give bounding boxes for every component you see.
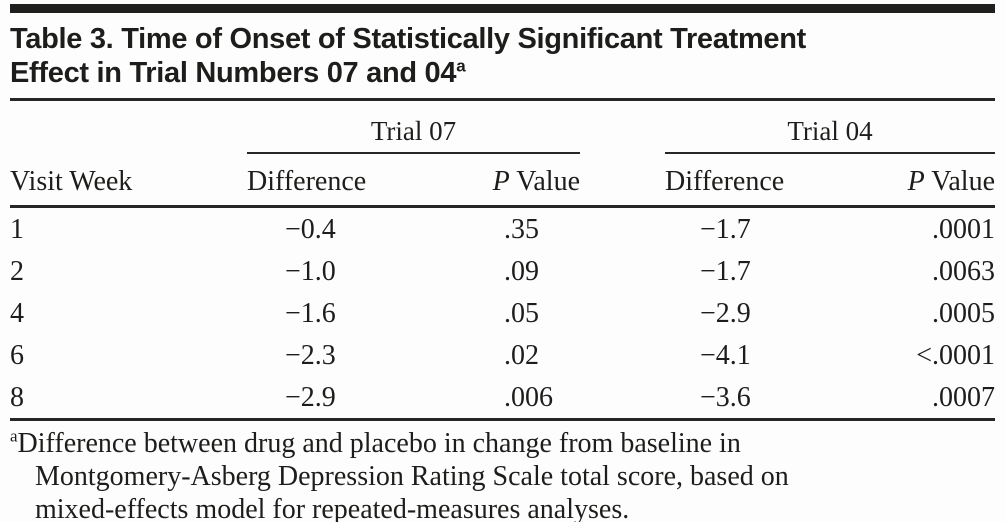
pvalue-trial04-cell: .0007 — [835, 376, 995, 421]
difference-trial07-cell: −2.9 — [247, 376, 420, 421]
gap-cell — [580, 207, 665, 251]
footnote-marker: a — [10, 426, 18, 446]
gap-cell — [580, 376, 665, 421]
table-footnote: aDifference between drug and placebo in … — [10, 427, 995, 522]
title-footnote-marker: a — [456, 56, 466, 76]
table-row: 6 −2.3 .02 −4.1 <.0001 — [10, 334, 995, 376]
table-top-bar — [10, 4, 995, 13]
spanner-spacer-cell — [10, 101, 247, 153]
pvalue-trial04-cell: <.0001 — [916, 340, 995, 371]
header-difference-trial04: Difference — [665, 153, 835, 208]
difference-trial04-cell: −1.7 — [700, 256, 751, 287]
pvalue-trial07-cell: .02 — [504, 340, 539, 371]
pvalue-trial07-cell: .006 — [420, 376, 580, 421]
difference-trial07-cell: −1.6 — [285, 298, 336, 329]
visit-week-cell: 2 — [10, 256, 24, 287]
table-title-line1: Table 3. Time of Onset of Statistically … — [10, 23, 807, 55]
visit-week-cell: 6 — [10, 340, 24, 371]
header-pvalue-trial07: P Value — [420, 153, 580, 208]
pvalue-trial04-cell: .0063 — [932, 256, 995, 287]
table-title-line2: Effect in Trial Numbers 07 and 04a — [10, 56, 466, 89]
footnote-line: Montgomery-Asberg Depression Rating Scal… — [35, 461, 789, 492]
difference-trial07-cell: −0.4 — [285, 214, 336, 245]
visit-week-cell: 1 — [10, 214, 24, 245]
table-row: 1 −0.4 .35 −1.7 .0001 — [10, 207, 995, 251]
visit-week-cell: 8 — [10, 376, 247, 421]
table-row: 8 −2.9 .006 −3.6 .0007 — [10, 376, 995, 421]
difference-trial04-cell: −1.7 — [700, 214, 751, 245]
gap-cell — [580, 292, 665, 334]
table-row: 4 −1.6 .05 −2.9 .0005 — [10, 292, 995, 334]
table-title: Table 3. Time of Onset of Statistically … — [10, 22, 995, 90]
header-pvalue-trial04: P Value — [835, 153, 995, 208]
footnote-line: aDifference between drug and placebo in … — [10, 426, 741, 459]
column-group-trial07: Trial 07 — [247, 101, 580, 154]
column-header-row: Visit Week Difference P Value Difference… — [10, 153, 995, 208]
gap-cell — [580, 250, 665, 292]
pvalue-trial07-cell: .35 — [504, 214, 539, 245]
visit-week-cell: 4 — [10, 298, 24, 329]
header-visit-week: Visit Week — [10, 153, 247, 208]
results-table: Trial 07 Trial 04 Visit Week Difference … — [10, 101, 995, 421]
trial-group-header-row: Trial 07 Trial 04 — [10, 101, 995, 154]
column-group-trial04: Trial 04 — [665, 101, 995, 154]
pvalue-trial04-cell: .0001 — [932, 214, 995, 245]
table-row: 2 −1.0 .09 −1.7 .0063 — [10, 250, 995, 292]
pvalue-trial04-cell: .0005 — [932, 298, 995, 329]
footnote-line: mixed-effects model for repeated-measure… — [35, 494, 630, 522]
pvalue-trial07-cell: .09 — [504, 256, 539, 287]
difference-trial07-cell: −2.3 — [285, 340, 336, 371]
pvalue-trial07-cell: .05 — [504, 298, 539, 329]
difference-trial04-cell: −2.9 — [700, 298, 751, 329]
header-difference-trial07: Difference — [247, 153, 420, 208]
header-gap-cell — [580, 153, 665, 208]
difference-trial04-cell: −3.6 — [665, 376, 835, 421]
difference-trial07-cell: −1.0 — [285, 256, 336, 287]
spanner-gap-cell — [580, 101, 665, 153]
gap-cell — [580, 334, 665, 376]
difference-trial04-cell: −4.1 — [700, 340, 751, 371]
title-rule — [10, 98, 995, 101]
